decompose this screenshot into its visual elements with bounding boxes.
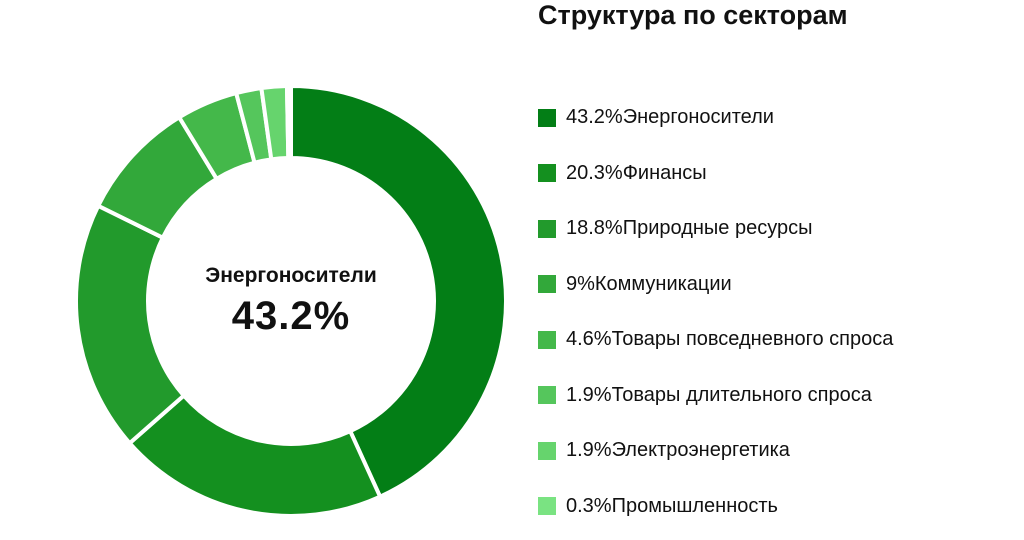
legend-swatch [538, 386, 556, 405]
legend-item-8[interactable]: 0.3% Промышленность [538, 479, 893, 535]
legend-item-1[interactable]: 43.2% Энергоносители [538, 90, 893, 146]
legend-swatch [538, 497, 556, 516]
legend-swatch [538, 441, 556, 460]
chart-title: Структура по секторам [538, 0, 848, 30]
donut-slice-8[interactable] [284, 86, 293, 161]
donut-slice-1[interactable] [289, 86, 506, 499]
legend-swatch [538, 219, 556, 238]
legend-label: Товары длительного спроса [611, 383, 872, 406]
legend-item-3[interactable]: 18.8% Природные ресурсы [538, 201, 893, 257]
legend-label: Энергоносители [622, 106, 774, 129]
legend-label: Промышленность [611, 494, 778, 517]
legend-item-6[interactable]: 1.9% Товары длительного спроса [538, 368, 893, 424]
legend-item-5[interactable]: 4.6% Товары повседневного спроса [538, 312, 893, 368]
legend-value: 9% [566, 272, 595, 295]
donut-slice-2[interactable] [127, 393, 383, 516]
legend-value: 1.9% [566, 439, 612, 462]
legend-label: Финансы [622, 161, 707, 184]
legend-swatch [538, 164, 556, 183]
legend-value: 20.3% [566, 161, 623, 184]
legend-value: 0.3% [566, 494, 612, 517]
legend-value: 4.6% [566, 328, 612, 351]
legend-label: Природные ресурсы [622, 217, 813, 240]
legend-label: Электроэнергетика [611, 439, 790, 462]
legend-swatch [538, 330, 556, 349]
donut-svg [76, 86, 506, 516]
legend-item-2[interactable]: 20.3% Финансы [538, 146, 893, 202]
legend-value: 18.8% [566, 217, 623, 240]
donut-chart: Энергоносители 43.2% [76, 86, 506, 516]
legend-swatch [538, 108, 556, 127]
legend-value: 43.2% [566, 106, 623, 129]
legend-item-4[interactable]: 9% Коммуникации [538, 257, 893, 313]
legend-swatch [538, 275, 556, 294]
legend-label: Коммуникации [594, 272, 732, 295]
legend: 43.2% Энергоносители 20.3% Финансы 18.8% П… [538, 90, 893, 534]
donut-slice-3[interactable] [76, 203, 186, 446]
legend-item-7[interactable]: 1.9% Электроэнергетика [538, 423, 893, 479]
legend-label: Товары повседневного спроса [611, 328, 894, 351]
legend-value: 1.9% [566, 383, 612, 406]
